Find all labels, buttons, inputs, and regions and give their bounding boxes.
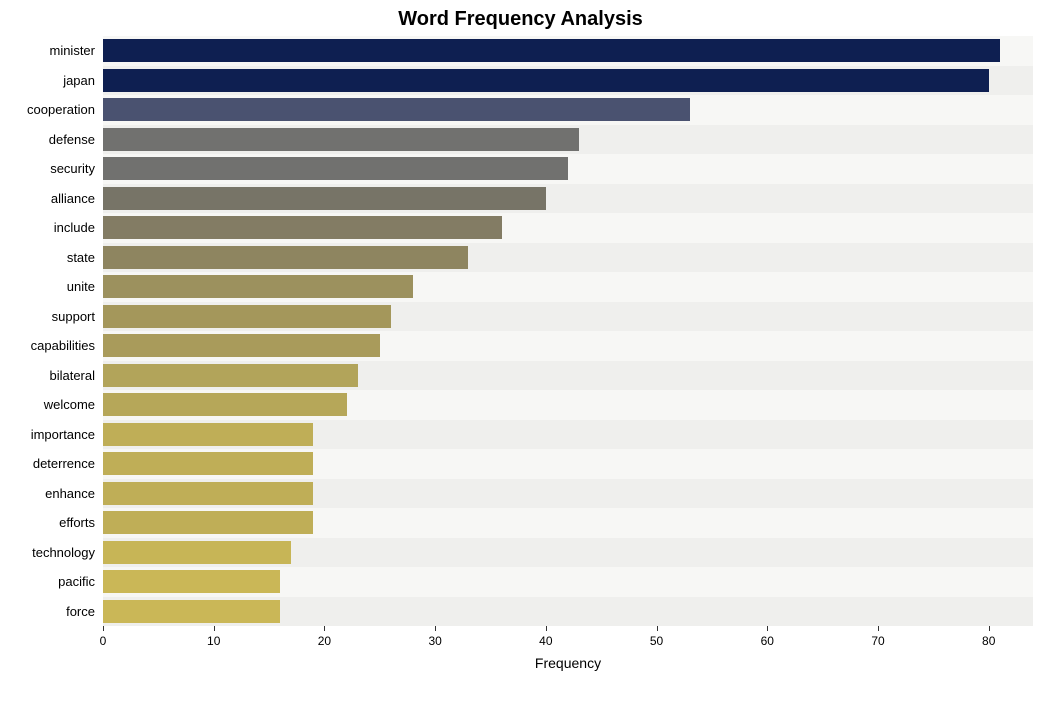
x-tick-label: 60 — [761, 634, 774, 648]
x-tick-label: 30 — [428, 634, 441, 648]
y-tick-label: technology — [0, 545, 95, 560]
x-tick — [324, 626, 325, 631]
bar — [103, 334, 380, 357]
bar — [103, 187, 546, 210]
y-tick-label: bilateral — [0, 368, 95, 383]
bar — [103, 511, 313, 534]
bar — [103, 305, 391, 328]
y-tick-label: include — [0, 220, 95, 235]
x-axis-title: Frequency — [103, 655, 1033, 671]
x-tick-label: 40 — [539, 634, 552, 648]
x-tick — [767, 626, 768, 631]
x-tick-label: 0 — [100, 634, 107, 648]
x-tick — [878, 626, 879, 631]
x-tick-label: 70 — [871, 634, 884, 648]
y-tick-label: japan — [0, 73, 95, 88]
bar — [103, 275, 413, 298]
y-tick-label: force — [0, 604, 95, 619]
y-tick-label: support — [0, 309, 95, 324]
bar — [103, 246, 468, 269]
y-tick-label: pacific — [0, 574, 95, 589]
x-tick — [435, 626, 436, 631]
bar — [103, 452, 313, 475]
x-tick — [214, 626, 215, 631]
y-tick-label: security — [0, 161, 95, 176]
chart-container: Word Frequency Analysis minister japan coo… — [0, 0, 1041, 701]
bar — [103, 482, 313, 505]
y-tick-label: deterrence — [0, 456, 95, 471]
bar — [103, 423, 313, 446]
y-tick-label: unite — [0, 279, 95, 294]
bar — [103, 98, 690, 121]
bar — [103, 364, 358, 387]
y-tick-label: alliance — [0, 191, 95, 206]
x-tick — [546, 626, 547, 631]
x-tick — [103, 626, 104, 631]
x-tick-label: 50 — [650, 634, 663, 648]
bar — [103, 39, 1000, 62]
y-tick-label: welcome — [0, 397, 95, 412]
y-tick-label: cooperation — [0, 102, 95, 117]
y-tick-label: defense — [0, 132, 95, 147]
y-tick-label: efforts — [0, 515, 95, 530]
bar — [103, 600, 280, 623]
bar — [103, 216, 502, 239]
y-tick-label: enhance — [0, 486, 95, 501]
x-tick — [989, 626, 990, 631]
bar — [103, 570, 280, 593]
y-tick-label: state — [0, 250, 95, 265]
plot-area — [103, 36, 1033, 626]
y-tick-label: minister — [0, 43, 95, 58]
x-tick-label: 20 — [318, 634, 331, 648]
bar — [103, 393, 347, 416]
x-tick-label: 10 — [207, 634, 220, 648]
x-tick — [657, 626, 658, 631]
y-tick-label: importance — [0, 427, 95, 442]
bar — [103, 69, 989, 92]
y-tick-label: capabilities — [0, 338, 95, 353]
bar — [103, 541, 291, 564]
chart-title: Word Frequency Analysis — [0, 0, 1041, 31]
bar — [103, 157, 568, 180]
bar — [103, 128, 579, 151]
x-tick-label: 80 — [982, 634, 995, 648]
